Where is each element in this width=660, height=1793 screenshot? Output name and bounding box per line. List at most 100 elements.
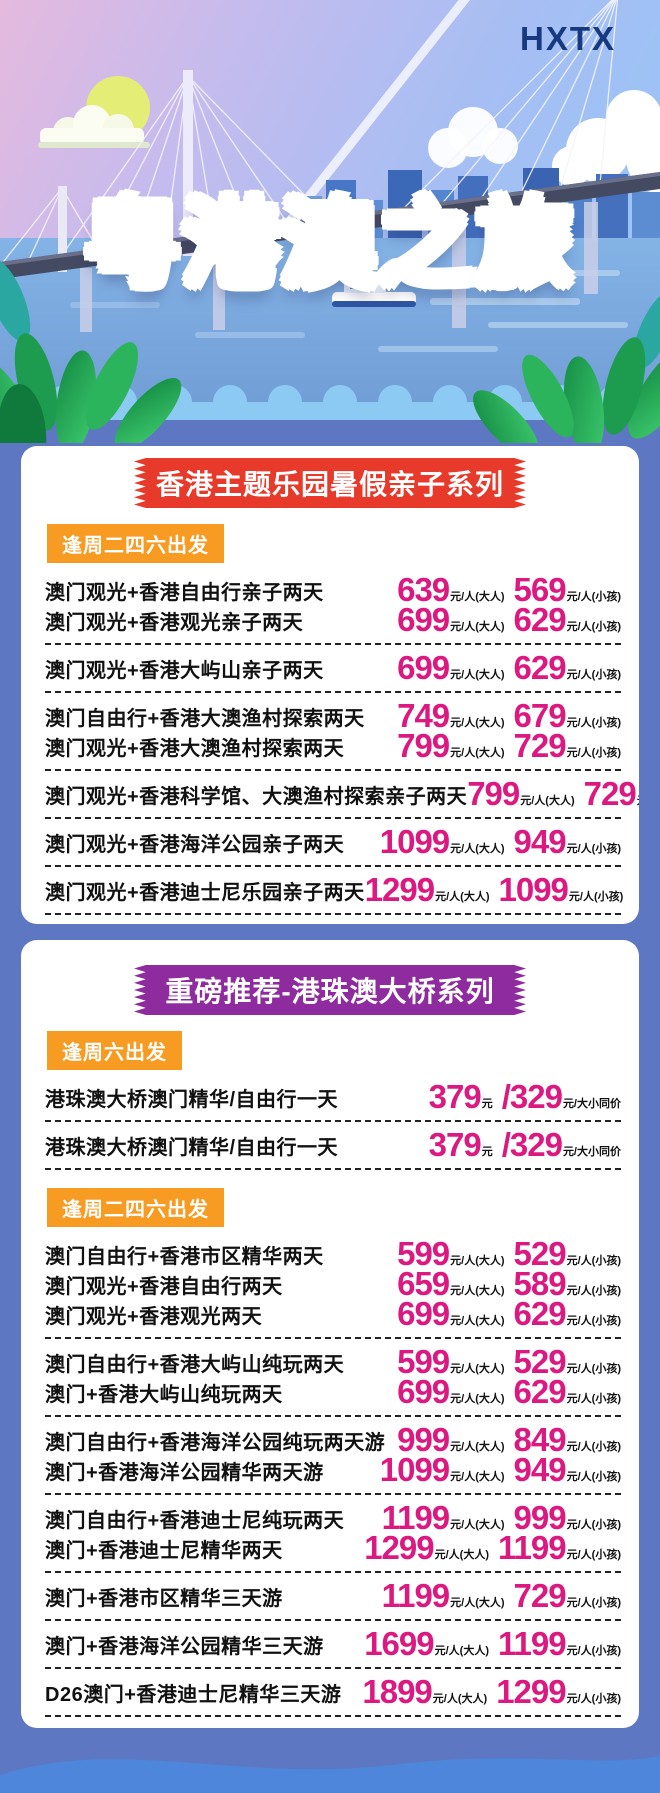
tour-row: 澳门自由行+香港海洋公园纯玩两天游 999 元/人(大人) 849 元/人(小孩) [45, 1420, 621, 1458]
price-number: 1099 [498, 870, 569, 908]
price-number: 999 [513, 1498, 567, 1536]
price-unit: 元/人(小孩) [566, 621, 621, 634]
tour-label: 澳门+香港海洋公园精华两天游 [45, 1461, 324, 1484]
price-adult: 1199 元/人(大人) [381, 1576, 505, 1614]
price-number: 659 [397, 1264, 450, 1302]
price-unit: 元/人(小孩) [566, 717, 621, 730]
price-block: 1199 元/人(大人) 999 元/人(小孩) [381, 1498, 621, 1536]
price-number: 949 [513, 1450, 567, 1488]
price-number: 999 [397, 1420, 450, 1458]
price-block: 379 元/329 元/大小同价 [428, 1125, 621, 1163]
tour-row: 澳门+香港大屿山纯玩两天 699 元/人(大人) 629 元/人(小孩) [45, 1372, 621, 1410]
price-child: 1099 元/人(小孩) [498, 870, 624, 908]
price-second: /329 元/大小同价 [501, 1077, 621, 1115]
price-unit: 元/人(大人) [434, 1645, 490, 1658]
price-number: 679 [513, 696, 567, 734]
tour-label: 港珠澳大桥澳门精华/自由行一天 [45, 1136, 339, 1159]
price-number: 949 [513, 822, 567, 860]
dashed-divider [45, 865, 621, 867]
hero-illustration: HXTX 粤港澳之旅 粤港澳之旅 [0, 0, 660, 443]
price-group: D26澳门+香港迪士尼精华三天游 1899 元/人(大人) 1299 元/人(小孩) [45, 1671, 621, 1713]
price-unit: 元/人(大人) [435, 891, 490, 904]
price-block: 749 元/人(大人) 679 元/人(小孩) [397, 696, 621, 734]
price-block: 599 元/人(大人) 529 元/人(小孩) [397, 1345, 621, 1378]
tour-row: 澳门+香港海洋公园精华两天游 1099 元/人(大人) 949 元/人(小孩) [45, 1450, 621, 1488]
price-group: 澳门自由行+香港大澳渔村探索两天 749 元/人(大人) 679 元/人(小孩) 澳门观光… [45, 695, 621, 767]
tour-label: 澳门+香港大屿山纯玩两天 [45, 1383, 283, 1406]
price-adult: 1099 元/人(大人) [379, 822, 505, 860]
price-child: 949 元/人(小孩) [513, 1450, 621, 1488]
price-child: 629 元/人(小孩) [513, 648, 621, 686]
tour-row: 澳门观光+香港自由行两天 659 元/人(大人) 589 元/人(小孩) [45, 1264, 621, 1302]
tour-label: 澳门+香港海洋公园精华三天游 [45, 1635, 324, 1658]
price-adult: 749 元/人(大人) [397, 699, 504, 732]
water-streaks [70, 270, 628, 352]
price-number: 1099 [379, 822, 450, 860]
price-number: 1199 [381, 1498, 451, 1536]
clouds-right-icon [428, 90, 660, 194]
dashed-divider [45, 1120, 621, 1122]
price-number: 1899 [362, 1672, 432, 1710]
tour-label: 澳门自由行+香港市区精华两天 [45, 1245, 324, 1268]
price-number: 379 [428, 1125, 482, 1163]
price-block: 1099 元/人(大人) 949 元/人(小孩) [380, 1450, 621, 1488]
price-number: 639 [397, 570, 450, 608]
tour-row: 澳门观光+香港大屿山亲子两天 699 元/人(大人) 629 元/人(小孩) [45, 648, 621, 686]
tour-row: 澳门自由行+香港大屿山纯玩两天 599 元/人(大人) 529 元/人(小孩) [45, 1345, 621, 1378]
price-number: 529 [513, 1234, 567, 1272]
tour-label: 澳门观光+香港自由行亲子两天 [45, 581, 324, 604]
bottom-wave [0, 1756, 660, 1793]
price-group: 澳门观光+香港科学馆、大澳渔村探索亲子两天799元/人(大人)729元/人(小孩… [45, 773, 639, 815]
price-group: 澳门观光+香港大屿山亲子两天 699 元/人(大人) 629 元/人(小孩) [45, 647, 621, 689]
price-group: 澳门+香港市区精华三天游 1199 元/人(大人) 729 元/人(小孩) [45, 1575, 621, 1617]
price-group: 港珠澳大桥澳门精华/自由行一天 379 元/329 元/大小同价 [45, 1124, 621, 1166]
price-number: 379 [428, 1077, 482, 1115]
price-unit: 元/人(小孩) [566, 591, 621, 604]
price-adult: 699 元/人(大人) [397, 1372, 504, 1410]
tour-label: 澳门自由行+香港迪士尼纯玩两天 [45, 1509, 345, 1532]
price-unit: 元/人(大人) [450, 1519, 505, 1532]
price-unit: 元/人(大人) [450, 747, 505, 760]
price-number: 699 [397, 648, 450, 686]
price-number: /329 [501, 1077, 563, 1115]
light-streak-icon [251, 0, 470, 268]
tour-label: 港珠澳大桥澳门精华/自由行一天 [45, 1088, 339, 1111]
price-block: 659 元/人(大人) 589 元/人(小孩) [397, 1264, 621, 1302]
price-group: 澳门观光+香港海洋公园亲子两天 1099 元/人(大人) 949 元/人(小孩) [45, 821, 621, 863]
dashed-divider [45, 1667, 621, 1669]
tour-row: D26澳门+香港迪士尼精华三天游 1899 元/人(大人) 1299 元/人(小孩) [45, 1672, 621, 1710]
ribbon-bridge-series-label: 重磅推荐-港珠澳大桥系列 [165, 976, 495, 1007]
price-unit: 元/人(小孩) [566, 1255, 621, 1268]
price-number: 799 [397, 726, 450, 764]
price-unit: 元/人(大人) [450, 669, 505, 682]
price-group: 澳门自由行+香港大屿山纯玩两天 599 元/人(大人) 529 元/人(小孩) 澳门+香港… [45, 1341, 621, 1413]
price-unit: 元/人(大人) [450, 621, 505, 634]
tour-row: 澳门+香港市区精华三天游 1199 元/人(大人) 729 元/人(小孩) [45, 1576, 621, 1614]
price-unit: 元/人(大人) [450, 1471, 505, 1484]
price-group: 港珠澳大桥澳门精华/自由行一天 379 元/329 元/大小同价 [45, 1076, 621, 1118]
tour-row: 澳门自由行+香港市区精华两天 599 元/人(大人) 529 元/人(小孩) [45, 1234, 621, 1272]
price-unit: 元/人(小孩) [566, 747, 621, 760]
bridge-series-rows: 逢周六出发 港珠澳大桥澳门精华/自由行一天 379 元/329 元/大小同价 港珠澳大桥澳… [21, 1015, 639, 1717]
price-adult: 1099 元/人(大人) [380, 1453, 505, 1486]
dashed-divider [45, 769, 621, 771]
price-number: 629 [513, 648, 567, 686]
tour-label: 澳门观光+香港观光两天 [45, 1305, 263, 1328]
card-bridge-series: 重磅推荐-港珠澳大桥系列 逢周六出发 港珠澳大桥澳门精华/自由行一天 379 元/32… [21, 940, 639, 1728]
price-child: 529 元/人(小孩) [513, 1234, 621, 1272]
price-number: 629 [513, 600, 567, 638]
price-number: 1199 [381, 1576, 451, 1614]
price-child: 589 元/人(小孩) [514, 1267, 621, 1300]
price-child: 849 元/人(小孩) [514, 1423, 621, 1456]
price-child: 629 元/人(小孩) [514, 1375, 621, 1408]
bridge-icon [0, 0, 660, 332]
tour-row: 澳门观光+香港海洋公园亲子两天 1099 元/人(大人) 949 元/人(小孩) [45, 822, 621, 860]
price-number: 1299 [496, 1672, 566, 1710]
price-unit: 元/人(小孩) [566, 1645, 621, 1658]
price-unit: 元/人(小孩) [566, 1471, 621, 1484]
price-number: 699 [397, 1372, 450, 1410]
